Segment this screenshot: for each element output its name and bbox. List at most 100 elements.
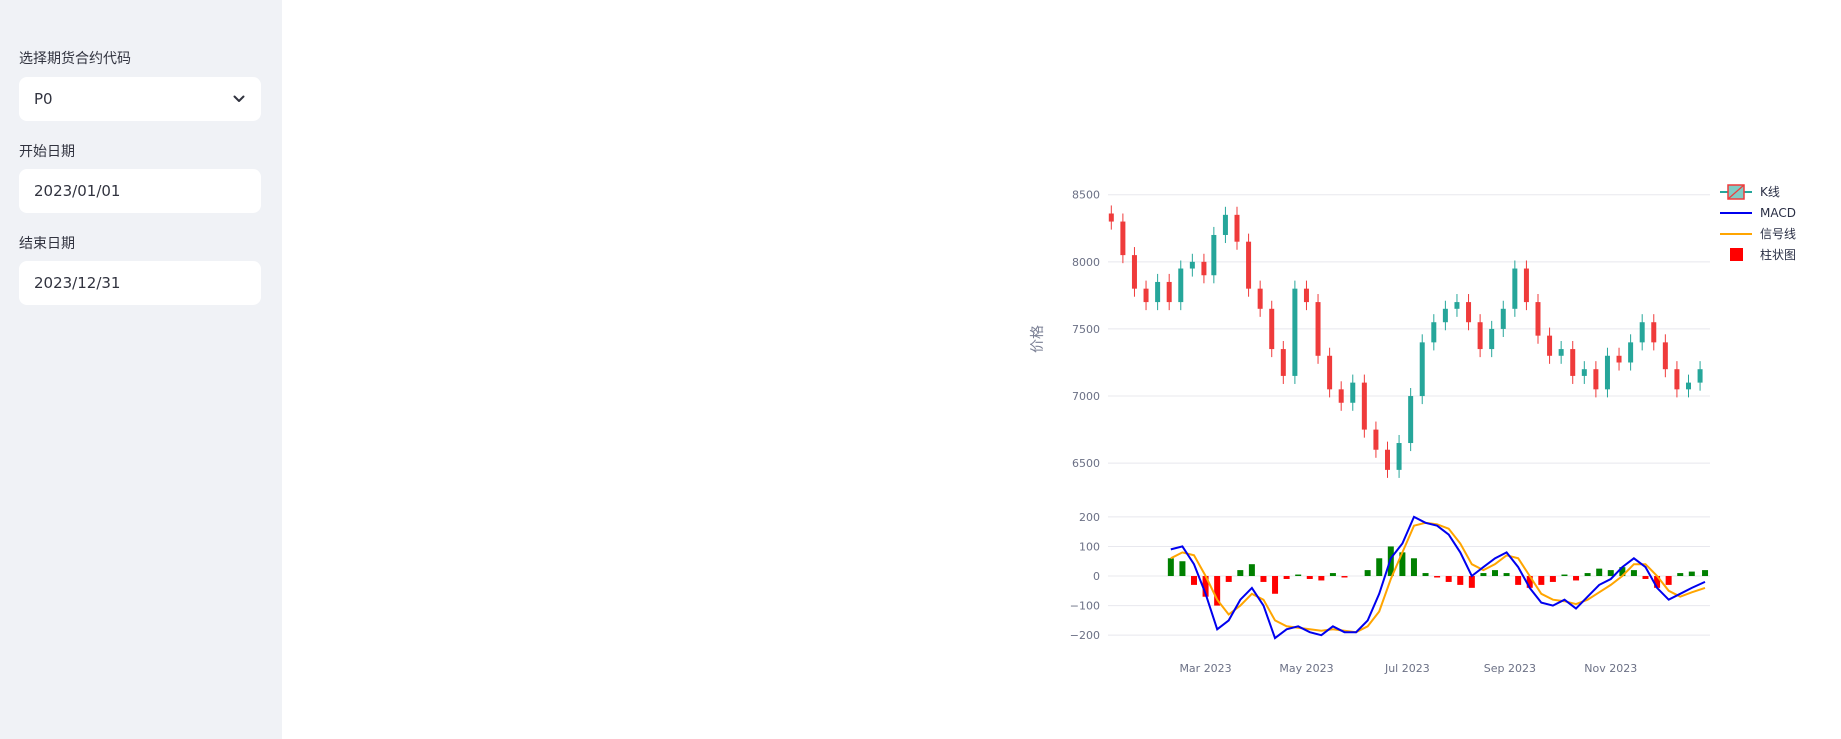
histogram-bar: [1248, 564, 1255, 577]
candle: [1651, 314, 1657, 351]
candle: [1477, 314, 1483, 358]
histogram-bar: [1445, 576, 1452, 582]
start-date-label: 开始日期: [19, 144, 75, 160]
signal-line: [1170, 521, 1706, 634]
macd-line: [1170, 515, 1706, 640]
histogram-bar: [1688, 571, 1695, 577]
legend-item[interactable]: 柱状图: [1730, 247, 1796, 262]
candle: [1120, 213, 1126, 264]
candle: [1512, 260, 1518, 317]
histogram-bar: [1376, 558, 1383, 577]
candle: [1662, 334, 1668, 378]
histogram-bar: [1260, 576, 1267, 582]
macd-tick-label: 0: [1093, 570, 1100, 583]
histogram-bar: [1191, 576, 1197, 585]
candle: [1639, 314, 1645, 351]
histogram-bar: [1596, 568, 1603, 577]
chevron-down-icon: [232, 92, 246, 106]
candle: [1108, 205, 1114, 230]
x-tick-label: Mar 2023: [1179, 662, 1231, 675]
candle: [1466, 294, 1472, 331]
candle: [1674, 361, 1680, 398]
histogram-bar: [1549, 576, 1556, 582]
candle: [1303, 280, 1309, 311]
start-date-value: 2023/01/01: [34, 182, 121, 200]
candle: [1442, 300, 1448, 331]
candle: [1535, 294, 1541, 344]
histogram-bar: [1329, 573, 1336, 577]
histogram-bar: [1677, 573, 1684, 577]
histogram-bar: [1364, 570, 1371, 577]
macd-tick-label: −200: [1070, 629, 1100, 642]
histogram-bar: [1283, 576, 1290, 579]
histogram-bar: [1642, 576, 1649, 579]
histogram-bar: [1654, 576, 1661, 588]
start-date-input[interactable]: 2023/01/01: [19, 169, 261, 213]
legend-item[interactable]: MACD: [1720, 206, 1796, 220]
histogram-bar: [1167, 558, 1174, 577]
candle: [1155, 273, 1161, 311]
macd-tick-label: 200: [1079, 511, 1100, 524]
candle: [1201, 253, 1207, 284]
candle: [1558, 341, 1564, 364]
candle: [1143, 280, 1149, 311]
x-tick-label: May 2023: [1279, 662, 1333, 675]
candle: [1315, 294, 1321, 364]
candle: [1280, 341, 1286, 384]
candle: [1581, 361, 1587, 384]
histogram-bar: [1702, 570, 1709, 577]
legend-label: K线: [1760, 185, 1780, 199]
candle: [1222, 206, 1228, 244]
candle: [1489, 320, 1495, 358]
candle: [1234, 206, 1240, 250]
contract-select-value: P0: [34, 90, 53, 108]
histogram-bar: [1665, 576, 1672, 585]
end-date-value: 2023/12/31: [34, 274, 121, 292]
candle: [1628, 334, 1634, 371]
histogram-bar: [1503, 573, 1510, 577]
candle: [1604, 347, 1610, 398]
histogram-bar: [1202, 576, 1209, 597]
candle: [1373, 421, 1379, 458]
price-tick-label: 8500: [1072, 189, 1100, 202]
histogram-bar: [1607, 570, 1614, 577]
x-tick-label: Sep 2023: [1484, 662, 1536, 675]
histogram-bar: [1515, 576, 1522, 585]
candle: [1593, 361, 1599, 398]
candle: [1178, 260, 1184, 311]
histogram-bar: [1619, 567, 1626, 577]
candle: [1189, 253, 1195, 277]
histogram-bar: [1457, 576, 1464, 585]
candle: [1269, 300, 1275, 358]
histogram-bar: [1526, 576, 1533, 588]
histogram-bar: [1410, 558, 1417, 577]
candle: [1500, 300, 1506, 337]
candle: [1246, 233, 1252, 297]
candle: [1570, 341, 1576, 384]
histogram-bar: [1399, 552, 1406, 577]
histogram-bar: [1480, 573, 1487, 577]
histogram-bar: [1237, 570, 1244, 577]
legend-label: 信号线: [1760, 227, 1796, 241]
histogram-bar: [1584, 573, 1591, 577]
price-tick-label: 8000: [1072, 256, 1100, 269]
end-date-input[interactable]: 2023/12/31: [19, 261, 261, 305]
contract-select[interactable]: P0: [19, 77, 261, 121]
candle: [1686, 374, 1691, 398]
histogram-bar: [1573, 576, 1580, 581]
end-date-label: 结束日期: [19, 236, 75, 252]
kline-macd-chart[interactable]: 6500 7000 7500 8000 8500 −200 −100 0 100 200 Mar 2…: [1020, 170, 1820, 680]
candle: [1419, 334, 1425, 405]
candle: [1166, 273, 1172, 311]
histogram-bar: [1468, 576, 1475, 588]
macd-tick-label: 100: [1079, 540, 1100, 553]
candle: [1408, 387, 1414, 452]
candle: [1211, 226, 1217, 284]
candle: [1257, 280, 1263, 317]
candle: [1327, 347, 1333, 398]
histogram-bar: [1630, 570, 1637, 577]
x-tick-label: Jul 2023: [1384, 662, 1430, 675]
legend-item[interactable]: K线: [1720, 184, 1780, 200]
legend-item[interactable]: 信号线: [1720, 227, 1796, 241]
